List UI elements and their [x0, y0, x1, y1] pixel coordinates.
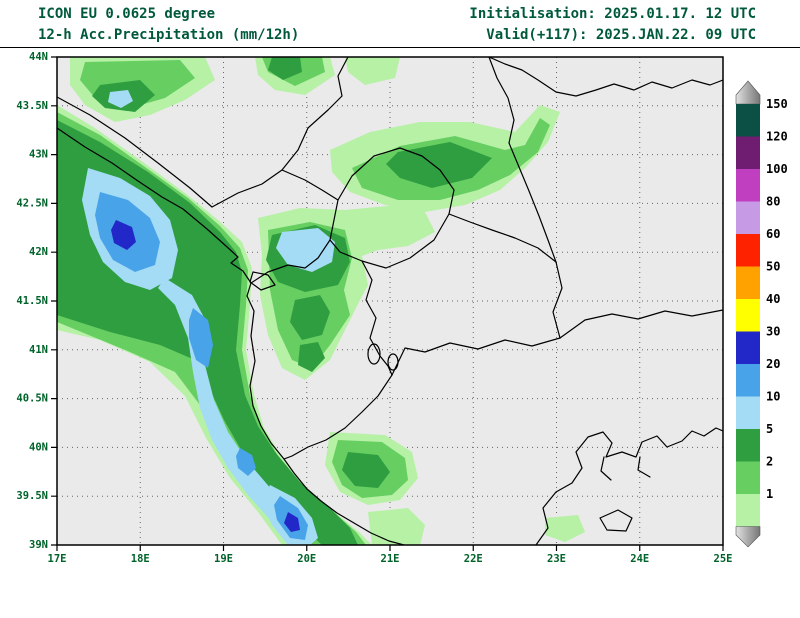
x-axis-tick-label: 25E	[714, 553, 733, 565]
colorbar-box	[736, 461, 760, 494]
colorbar-lower-arrow-icon	[735, 526, 761, 548]
x-axis-tick-label: 21E	[381, 553, 400, 565]
border-bulgaria-greece	[559, 309, 723, 339]
colorbar-label: 100	[766, 162, 788, 176]
colorbar-label: 20	[766, 357, 780, 371]
border-danube-romania	[488, 57, 723, 97]
initialisation-time: Initialisation: 2025.01.17. 12 UTC	[469, 6, 756, 22]
border-macedonia-north	[448, 213, 557, 263]
colorbar-box	[736, 396, 760, 429]
coastline-chalkidiki-finger	[637, 456, 651, 478]
colorbar-box	[736, 136, 760, 169]
precip-area	[368, 508, 425, 545]
colorbar-label: 40	[766, 292, 780, 306]
y-axis-tick-label: 39N	[29, 539, 48, 551]
parameter-title: 12-h Acc.Precipitation (mm/12h)	[38, 27, 300, 43]
x-axis-tick-label: 20E	[297, 553, 316, 565]
border-serbia-bulgaria	[488, 57, 557, 263]
y-axis-tick-label: 43.5N	[16, 100, 48, 112]
precip-area	[345, 57, 400, 85]
colorbar-box	[736, 494, 760, 527]
y-axis-tick-label: 43N	[29, 149, 48, 161]
border-macedonia-greece	[391, 337, 561, 376]
precip-area	[545, 515, 585, 542]
y-axis-tick-label: 44N	[29, 51, 48, 63]
precip-area	[236, 448, 256, 476]
border-montenegro-serbia	[281, 169, 339, 201]
precip-area	[298, 342, 325, 372]
border-albania-macedonia	[361, 260, 393, 376]
x-axis-tick-label: 17E	[48, 553, 67, 565]
coastline-islet	[599, 509, 633, 532]
x-axis-tick-label: 22E	[464, 553, 483, 565]
colorbar-label: 30	[766, 325, 780, 339]
colorbar-box	[736, 201, 760, 234]
colorbar-box	[736, 234, 760, 267]
colorbar-box	[736, 169, 760, 202]
y-axis-labels: 44N 43.5N 43N 42.5N 42N 41.5N 41N 40.5N …	[16, 51, 48, 551]
colorbar-label: 120	[766, 130, 788, 144]
lake-scutari	[249, 271, 276, 291]
colorbar-label: 10	[766, 390, 780, 404]
lake-prespa	[387, 353, 399, 371]
y-axis-tick-label: 40N	[29, 441, 48, 453]
border-albania-greece	[283, 374, 393, 460]
precip-area	[284, 512, 300, 532]
x-axis-tick-label: 18E	[131, 553, 150, 565]
colorbar-label: 1	[766, 487, 773, 501]
colorbar-box	[736, 266, 760, 299]
x-axis-ticks	[56, 545, 724, 551]
header-divider	[0, 47, 800, 48]
precipitation-layers	[57, 57, 585, 545]
precip-area	[108, 90, 133, 108]
colorbar-box	[736, 429, 760, 462]
precip-area	[290, 295, 330, 340]
y-axis-tick-label: 39.5N	[16, 490, 48, 502]
valid-time: Valid(+117): 2025.JAN.22. 09 UTC	[486, 27, 756, 43]
precip-area	[268, 57, 302, 80]
colorbar-label: 60	[766, 227, 780, 241]
colorbar-label: 50	[766, 260, 780, 274]
border-adriatic-coastline	[57, 127, 405, 545]
colorbar-box	[736, 364, 760, 397]
precip-area	[342, 452, 390, 488]
colorbar-label: 80	[766, 195, 780, 209]
border-croatia-bosnia	[57, 96, 213, 208]
colorbar-upper-arrow-icon	[735, 80, 761, 105]
y-axis-ticks	[51, 56, 57, 546]
y-axis-tick-label: 42.5N	[16, 197, 48, 209]
coastline-chalkidiki-finger	[600, 456, 612, 481]
colorbar-box	[736, 104, 760, 137]
x-axis-labels: 17E 18E 19E 20E 21E 22E 23E 24E 25E	[48, 553, 733, 565]
border-macedonia-bulgaria	[552, 261, 563, 339]
border-kosovo	[329, 147, 455, 269]
colorbar-box	[736, 331, 760, 364]
y-axis-tick-label: 40.5N	[16, 393, 48, 405]
y-axis-tick-label: 42N	[29, 246, 48, 258]
precip-area	[111, 220, 136, 250]
coastline-aegean	[535, 427, 723, 545]
precip-layer-30-40mm	[111, 220, 300, 532]
y-axis-tick-label: 41.5N	[16, 295, 48, 307]
colorbar-label: 150	[766, 97, 788, 111]
colorbar: 150 120 100 80 60 50 40 30 20 10 5 2 1	[735, 80, 788, 548]
x-axis-tick-label: 19E	[214, 553, 233, 565]
x-axis-tick-label: 23E	[547, 553, 566, 565]
y-axis-tick-label: 41N	[29, 344, 48, 356]
country-borders	[57, 57, 723, 545]
border-bosnia-serbia	[211, 57, 349, 208]
colorbar-label: 5	[766, 422, 773, 436]
x-axis-tick-label: 24E	[630, 553, 649, 565]
precip-area	[386, 142, 492, 188]
lake-ohrid	[367, 343, 381, 365]
precip-area	[189, 308, 213, 368]
colorbar-box	[736, 299, 760, 332]
precip-area	[276, 228, 335, 272]
model-title: ICON EU 0.0625 degree	[38, 6, 216, 22]
colorbar-label: 2	[766, 455, 773, 469]
